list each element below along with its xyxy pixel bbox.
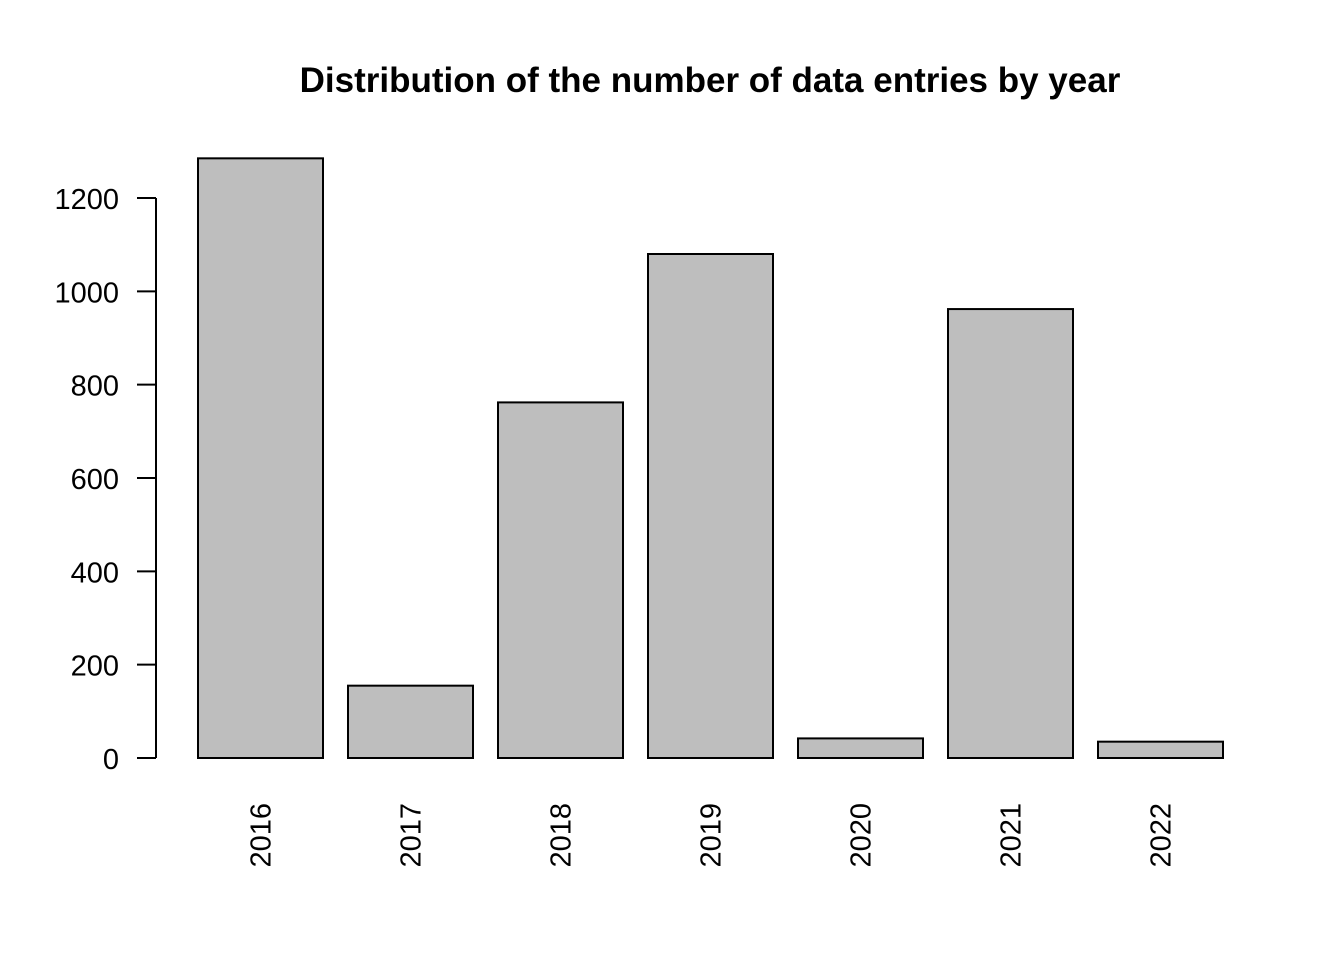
y-tick-label: 400 (71, 557, 119, 589)
bar-2017 (347, 684, 474, 760)
bar-2020 (797, 737, 924, 760)
x-axis-labels: 2016 2017 2018 2019 2020 2021 2022 (246, 803, 1178, 868)
y-tick-label: 800 (71, 371, 119, 403)
bar-2016 (197, 157, 324, 760)
y-tick-label: 1200 (54, 184, 119, 216)
y-axis: 0 200 400 600 800 1000 1200 (54, 184, 157, 776)
x-tick-label: 2019 (696, 803, 728, 868)
bar-2018 (497, 401, 624, 759)
bar-2019 (647, 253, 774, 759)
y-tick-label: 600 (71, 464, 119, 496)
x-tick-label: 2017 (396, 803, 428, 868)
bar-2021 (947, 308, 1074, 759)
y-tick-label: 200 (71, 651, 119, 683)
x-tick-label: 2020 (846, 803, 878, 868)
bar-2022 (1097, 740, 1224, 760)
y-tick-label: 0 (103, 744, 119, 776)
bars (197, 157, 1224, 760)
chart-title: Distribution of the number of data entri… (300, 61, 1121, 100)
x-tick-label: 2018 (546, 803, 578, 868)
y-tick-label: 1000 (54, 277, 119, 309)
x-tick-label: 2021 (996, 803, 1028, 868)
x-tick-label: 2016 (246, 803, 278, 868)
x-tick-label: 2022 (1146, 803, 1178, 868)
